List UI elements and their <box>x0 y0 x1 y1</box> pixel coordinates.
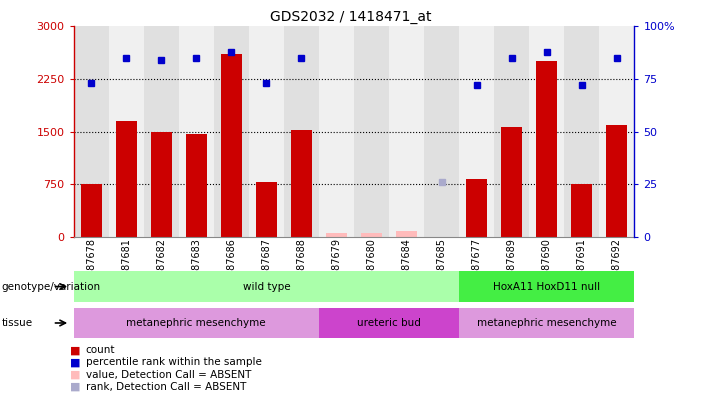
Text: ■: ■ <box>70 358 81 367</box>
Bar <box>326 233 347 237</box>
Bar <box>501 127 522 237</box>
Bar <box>494 26 529 237</box>
Text: HoxA11 HoxD11 null: HoxA11 HoxD11 null <box>494 281 600 292</box>
Text: genotype/variation: genotype/variation <box>1 281 100 292</box>
Text: metanephric mesenchyme: metanephric mesenchyme <box>126 318 266 328</box>
Bar <box>564 26 599 237</box>
Text: GDS2032 / 1418471_at: GDS2032 / 1418471_at <box>270 10 431 24</box>
Bar <box>361 233 382 237</box>
Bar <box>606 125 627 237</box>
Bar <box>214 26 249 237</box>
Bar <box>529 26 564 237</box>
Bar <box>459 26 494 237</box>
Bar <box>256 182 277 237</box>
Text: ■: ■ <box>70 345 81 355</box>
Text: tissue: tissue <box>1 318 32 328</box>
Bar <box>179 26 214 237</box>
Text: ■: ■ <box>70 382 81 392</box>
Bar <box>74 26 109 237</box>
Bar <box>599 26 634 237</box>
Bar <box>571 184 592 237</box>
Text: ■: ■ <box>70 370 81 379</box>
Bar <box>284 26 319 237</box>
Text: wild type: wild type <box>243 281 290 292</box>
Text: value, Detection Call = ABSENT: value, Detection Call = ABSENT <box>86 370 251 379</box>
Text: ureteric bud: ureteric bud <box>357 318 421 328</box>
Bar <box>424 26 459 237</box>
Bar <box>151 132 172 237</box>
Text: count: count <box>86 345 115 355</box>
Bar <box>116 121 137 237</box>
Bar <box>186 134 207 237</box>
Bar <box>536 62 557 237</box>
Bar <box>221 54 242 237</box>
Bar <box>354 26 389 237</box>
Bar <box>396 231 417 237</box>
Bar <box>291 130 312 237</box>
Bar <box>144 26 179 237</box>
Bar <box>389 26 424 237</box>
Bar <box>319 26 354 237</box>
Text: percentile rank within the sample: percentile rank within the sample <box>86 358 261 367</box>
Text: metanephric mesenchyme: metanephric mesenchyme <box>477 318 617 328</box>
Text: rank, Detection Call = ABSENT: rank, Detection Call = ABSENT <box>86 382 246 392</box>
Bar <box>249 26 284 237</box>
Bar <box>109 26 144 237</box>
Bar <box>81 184 102 237</box>
Bar <box>466 179 487 237</box>
